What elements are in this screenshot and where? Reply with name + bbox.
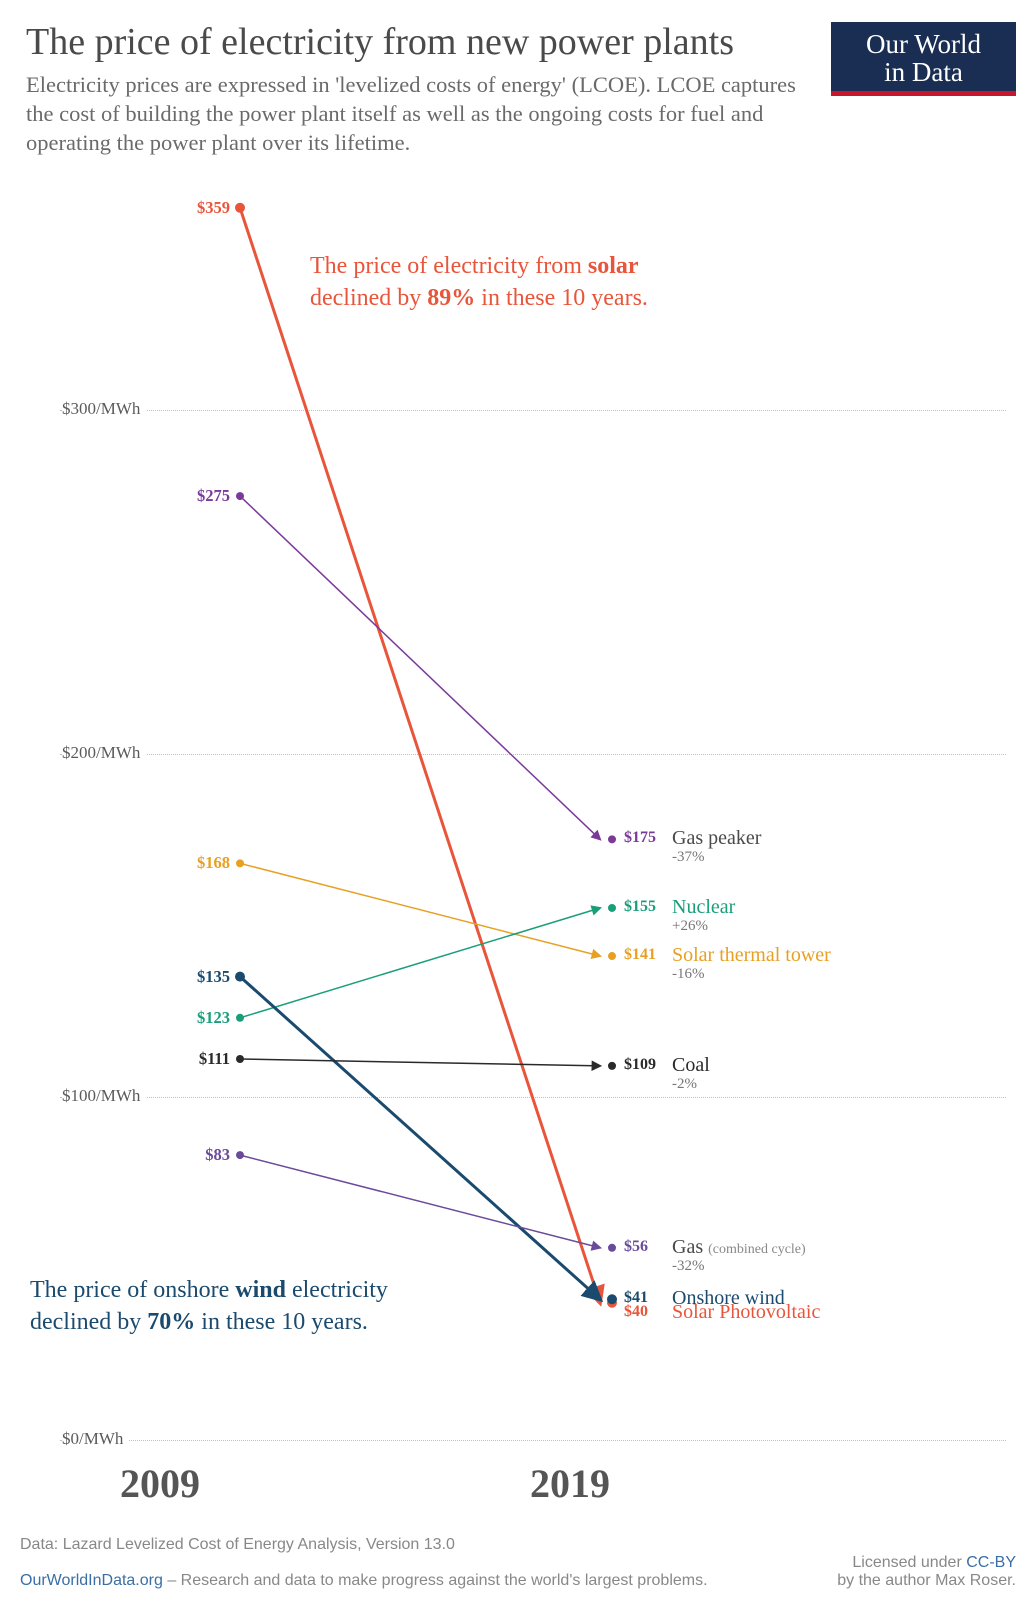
end-price-solar_thermal: $141 (624, 946, 656, 964)
series-pct-solar_thermal: -16% (672, 966, 705, 983)
end-price-gas_cc: $56 (624, 1238, 648, 1256)
start-price-solar_thermal: $168 (180, 853, 230, 873)
series-name-onshore_wind: Onshore wind (672, 1287, 785, 1310)
start-price-nuclear: $123 (180, 1008, 230, 1028)
end-price-coal: $109 (624, 1056, 656, 1074)
series-pct-coal: -2% (672, 1076, 697, 1093)
series-line-solar_thermal (240, 863, 600, 956)
page-subtitle: Electricity prices are expressed in 'lev… (26, 70, 816, 158)
start-price-gas_cc: $83 (180, 1145, 230, 1165)
series-line-nuclear (240, 908, 600, 1018)
series-line-gas_peaker (240, 496, 600, 839)
series-name-gas_cc: Gas (combined cycle) (672, 1236, 806, 1259)
author: by the author Max Roser. (837, 1572, 1016, 1589)
series-pct-gas_peaker: -37% (672, 849, 705, 866)
series-name-solar_thermal: Solar thermal tower (672, 944, 831, 967)
end-price-nuclear: $155 (624, 898, 656, 916)
annotation-solar: The price of electricity from solardecli… (310, 250, 648, 315)
series-line-coal (240, 1059, 600, 1066)
start-price-solar_pv: $359 (180, 198, 230, 218)
data-source: Data: Lazard Levelized Cost of Energy An… (20, 1536, 1016, 1554)
footer: Data: Lazard Levelized Cost of Energy An… (20, 1536, 1016, 1590)
end-price-gas_peaker: $175 (624, 829, 656, 847)
start-price-onshore_wind: $135 (180, 967, 230, 987)
end-price-onshore_wind: $41 (624, 1289, 648, 1307)
footer-tagline: – Research and data to make progress aga… (163, 1572, 708, 1589)
series-pct-nuclear: +26% (672, 918, 708, 935)
logo-line2: in Data (884, 57, 963, 87)
chart: $300/MWh$200/MWh$100/MWh$0/MWh$359$40Sol… (0, 170, 1036, 1500)
owid-logo: Our World in Data (831, 22, 1016, 96)
start-price-coal: $111 (180, 1049, 230, 1069)
x-label-start: 2009 (120, 1460, 200, 1507)
series-pct-gas_cc: -32% (672, 1258, 705, 1275)
owid-link[interactable]: OurWorldInData.org (20, 1572, 163, 1589)
license-link[interactable]: CC-BY (966, 1554, 1016, 1571)
license-prefix: Licensed under (852, 1554, 966, 1571)
annotation-wind: The price of onshore wind electricitydec… (30, 1274, 388, 1339)
logo-line1: Our World (866, 29, 981, 59)
series-name-nuclear: Nuclear (672, 896, 735, 919)
series-line-gas_cc (240, 1155, 600, 1248)
start-price-gas_peaker: $275 (180, 486, 230, 506)
series-name-gas_peaker: Gas peaker (672, 827, 761, 850)
series-name-coal: Coal (672, 1054, 710, 1077)
x-label-end: 2019 (530, 1460, 610, 1507)
